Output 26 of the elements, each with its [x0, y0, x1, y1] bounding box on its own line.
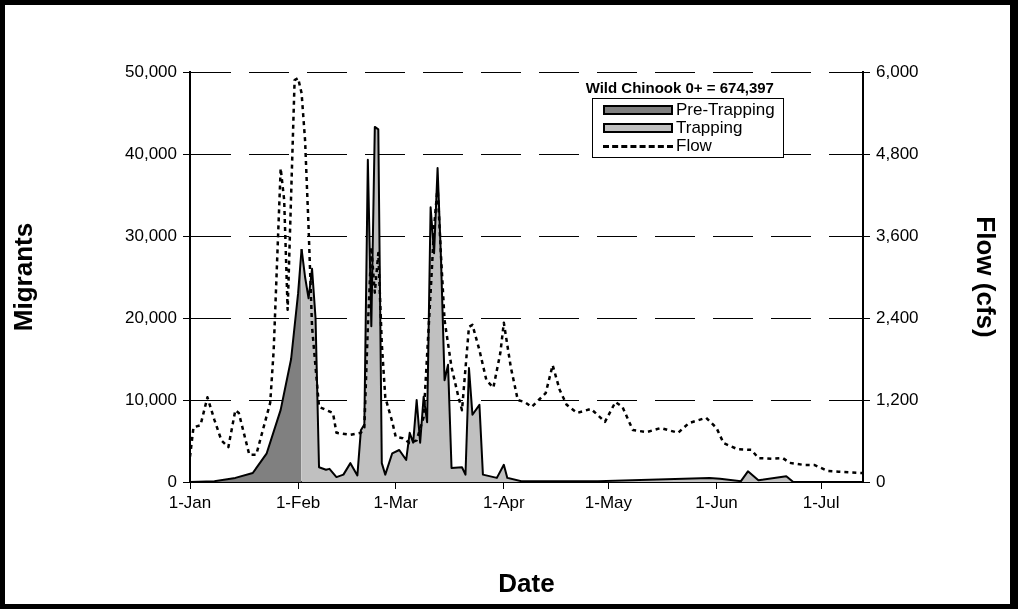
legend-title: Wild Chinook 0+ = 674,397	[584, 79, 775, 96]
y-tick-label: 30,000	[125, 225, 177, 245]
x-axis-title: Date	[498, 567, 555, 598]
x-tick-label: 1-Jan	[168, 492, 212, 512]
legend-label: Flow	[676, 136, 712, 155]
y-tick-label: 40,000	[125, 143, 177, 163]
y2-tick-label: 2,400	[876, 307, 919, 327]
y2-tick-label: 3,600	[876, 225, 919, 245]
legend-label: Pre-Trapping	[676, 100, 775, 119]
y-tick-label: 50,000	[125, 61, 177, 81]
y-tick-label: 0	[167, 471, 177, 491]
y-tick-label: 20,000	[125, 307, 177, 327]
x-tick-label: 1-Apr	[483, 492, 525, 512]
x-tick-label: 1-Feb	[275, 492, 321, 512]
x-tick-label: 1-Mar	[373, 492, 419, 512]
y-tick-label: 10,000	[125, 389, 177, 409]
y2-tick-label: 6,000	[876, 61, 919, 81]
y2-tick-label: 4,800	[876, 143, 919, 163]
y2-tick-label: 0	[876, 471, 886, 491]
y2-axis-title: Flow (cfs)	[971, 216, 1002, 338]
legend-label: Trapping	[676, 118, 743, 137]
x-tick-label: 1-Jul	[802, 492, 840, 512]
y2-tick-label: 1,200	[876, 389, 919, 409]
y-axis-title: Migrants	[7, 222, 38, 332]
x-tick-label: 1-Jun	[695, 492, 738, 512]
x-tick-label: 1-May	[584, 492, 633, 512]
